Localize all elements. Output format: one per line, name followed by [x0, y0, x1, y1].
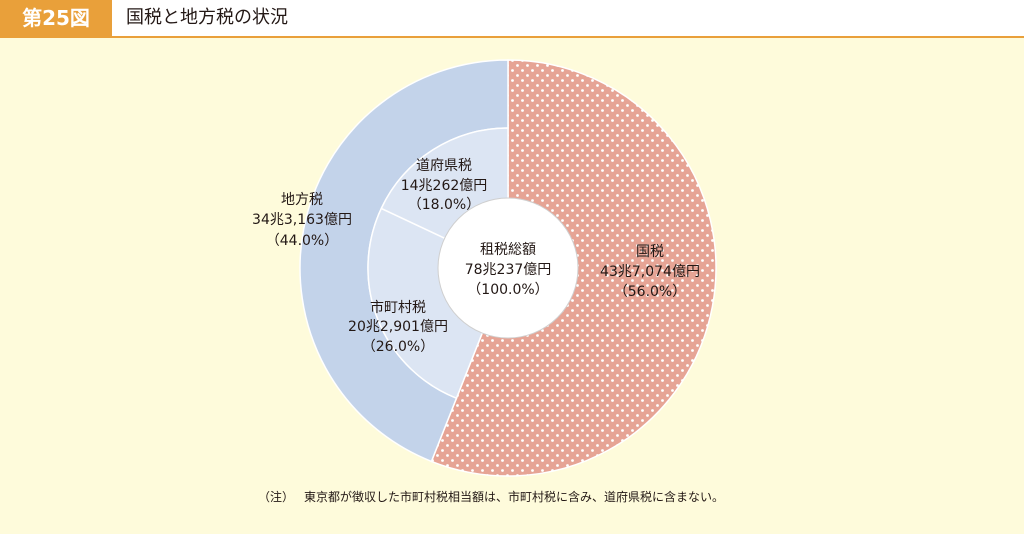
municipal-tax-label: 市町村税 — [370, 299, 426, 316]
local-tax-label: 地方税 — [281, 192, 323, 208]
total-percent: （100.0%） — [467, 282, 548, 298]
local-tax-amount: 34兆3,163億円 — [252, 212, 352, 228]
local-tax-percent: （44.0%） — [266, 233, 338, 249]
prefectural-tax-percent: （18.0%） — [408, 197, 480, 213]
national-tax-label: 国税 — [636, 244, 664, 260]
header-divider — [0, 36, 1024, 38]
national-tax-amount: 43兆7,074億円 — [600, 264, 700, 280]
prefectural-tax-label: 道府県税 — [416, 158, 472, 174]
municipal-tax-amount: 20兆2,901億円 — [348, 319, 448, 335]
footnote-mark: （注） — [258, 490, 295, 504]
national-tax-percent: （56.0%） — [614, 284, 686, 300]
total-amount: 78兆237億円 — [465, 262, 552, 278]
tax-donut-chart: 租税総額 78兆237億円 （100.0%） 国税 43兆7,074億円 （56… — [252, 59, 717, 477]
figure-number: 第25図 — [0, 0, 112, 36]
prefectural-tax-amount: 14兆262億円 — [401, 178, 488, 194]
municipal-tax-percent: （26.0%） — [362, 339, 434, 355]
figure-title: 国税と地方税の状況 — [126, 7, 288, 28]
total-center-circle — [437, 197, 579, 339]
footnote: （注） 東京都が徴収した市町村税相当額は、市町村税に含み、道府県税に含まない。 — [258, 488, 724, 505]
footnote-text: 東京都が徴収した市町村税相当額は、市町村税に含み、道府県税に含まない。 — [304, 490, 725, 504]
chart-panel: 租税総額 78兆237億円 （100.0%） 国税 43兆7,074億円 （56… — [0, 38, 1024, 534]
total-label: 租税総額 — [480, 242, 536, 258]
figure-header: 第25図 国税と地方税の状況 — [0, 0, 1024, 36]
